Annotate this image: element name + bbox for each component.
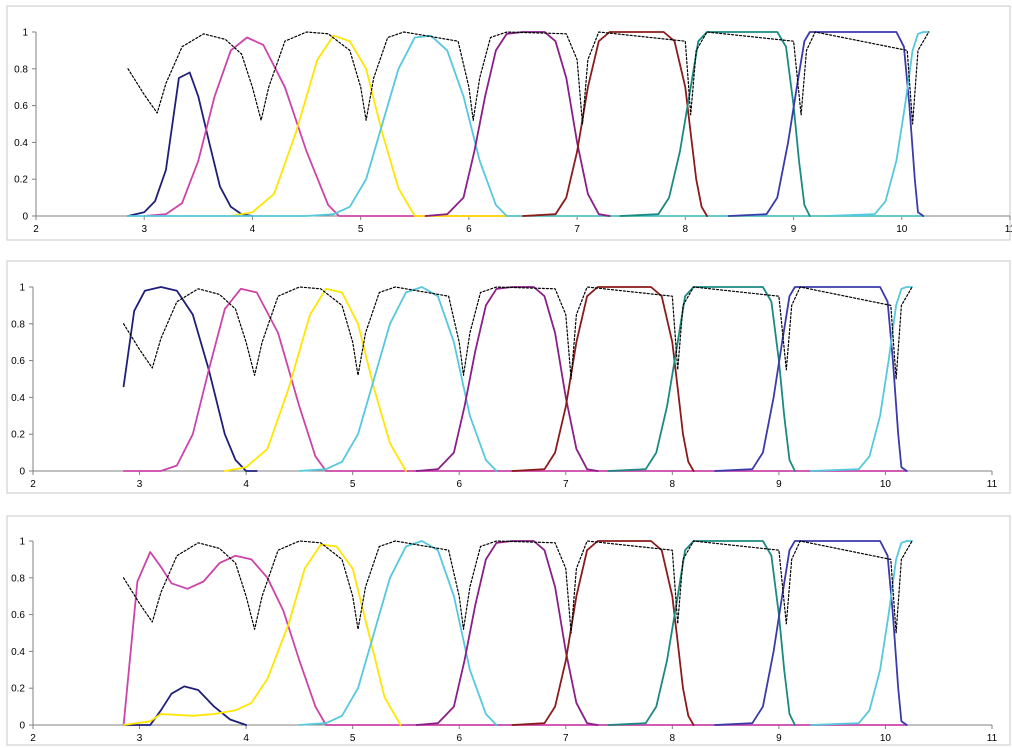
x-tick-label: 7 [574,224,580,235]
y-tick-label: 0.2 [11,684,25,695]
y-tick-label: 0.4 [11,647,25,658]
series-line-9 [810,286,913,472]
series-line-7 [607,540,796,726]
x-tick-label: 9 [776,733,782,744]
x-tick-label: 6 [456,733,462,744]
x-tick-label: 8 [670,479,676,490]
x-tick-label: 3 [141,224,147,235]
x-tick-label: 2 [30,479,36,490]
series-line-10 [122,540,913,634]
series-line-2 [143,36,925,217]
chart-2: 0 0.2 0.4 0.6 0.8 1 2 3 4 5 6 7 8 9 10 11 [6,260,1011,494]
y-tick-label: 0.8 [11,573,25,584]
x-tick-label: 10 [880,733,892,744]
series-line-7 [619,31,811,217]
x-tick-label: 5 [358,224,364,235]
x-tick-label: 2 [30,733,36,744]
chart-3: 0 0.2 0.4 0.6 0.8 1 2 3 4 5 6 7 8 9 10 11 [6,515,1011,746]
series-line-3 [223,287,407,472]
y-tick-label: 0 [19,721,25,732]
chart-1: 0 0.2 0.4 0.6 0.8 1 2 3 4 5 6 7 8 9 10 11 [6,5,1012,241]
y-tick-label: 1 [19,537,25,548]
series-line-2 [122,287,908,472]
series-line-2 [122,685,248,726]
series-line-3 [122,543,402,726]
chart-frame [6,515,1011,746]
x-tick-label: 9 [776,479,782,490]
series-line-4 [298,286,498,472]
series-line-7 [607,286,796,472]
x-tick-label: 3 [137,733,143,744]
x-tick-label: 8 [683,224,689,235]
y-tick-label: 0 [22,212,28,223]
y-tick-label: 0 [19,467,25,478]
series-line-9 [810,540,913,726]
y-tick-label: 0.8 [11,319,25,330]
series-line-10 [127,31,930,125]
series-line-4 [127,34,925,217]
y-tick-label: 0.6 [11,610,25,621]
x-tick-label: 11 [987,733,998,744]
x-tick-label: 11 [987,479,998,490]
series-line-8 [727,31,925,217]
y-tick-label: 0.6 [11,356,25,367]
series-line-1 [122,286,258,472]
y-tick-label: 0.4 [11,393,25,404]
x-tick-label: 9 [791,224,797,235]
x-tick-label: 7 [563,733,569,744]
y-tick-label: 0.2 [11,430,25,441]
chart-frame [6,5,1011,241]
x-tick-label: 4 [243,479,249,490]
series-line-4 [298,540,498,726]
x-tick-label: 5 [350,479,356,490]
x-tick-label: 6 [456,479,462,490]
series-line-10 [122,286,913,380]
x-tick-label: 2 [33,224,39,235]
x-tick-label: 5 [350,733,356,744]
series-line-6 [522,31,708,217]
x-tick-label: 3 [137,479,143,490]
y-tick-label: 0.2 [14,175,28,186]
series-line-1 [127,71,254,217]
series-line-1 [122,551,908,726]
x-tick-label: 4 [243,733,249,744]
series-line-9 [825,31,930,217]
x-tick-label: 4 [250,224,256,235]
chart-frame [6,260,1011,494]
x-tick-label: 11 [1005,224,1012,235]
series-line-3 [229,34,925,217]
y-tick-label: 1 [19,283,25,294]
x-tick-label: 10 [896,224,908,235]
series-line-6 [511,540,695,726]
y-tick-label: 0.8 [14,64,28,75]
y-tick-label: 1 [22,28,28,39]
series-line-8 [714,286,908,472]
y-tick-label: 0.4 [14,138,28,149]
y-tick-label: 0.6 [14,101,28,112]
x-tick-label: 8 [670,733,676,744]
x-tick-label: 10 [880,479,892,490]
x-tick-label: 7 [563,479,569,490]
x-tick-label: 6 [466,224,472,235]
series-line-8 [714,540,908,726]
series-line-6 [511,286,695,472]
